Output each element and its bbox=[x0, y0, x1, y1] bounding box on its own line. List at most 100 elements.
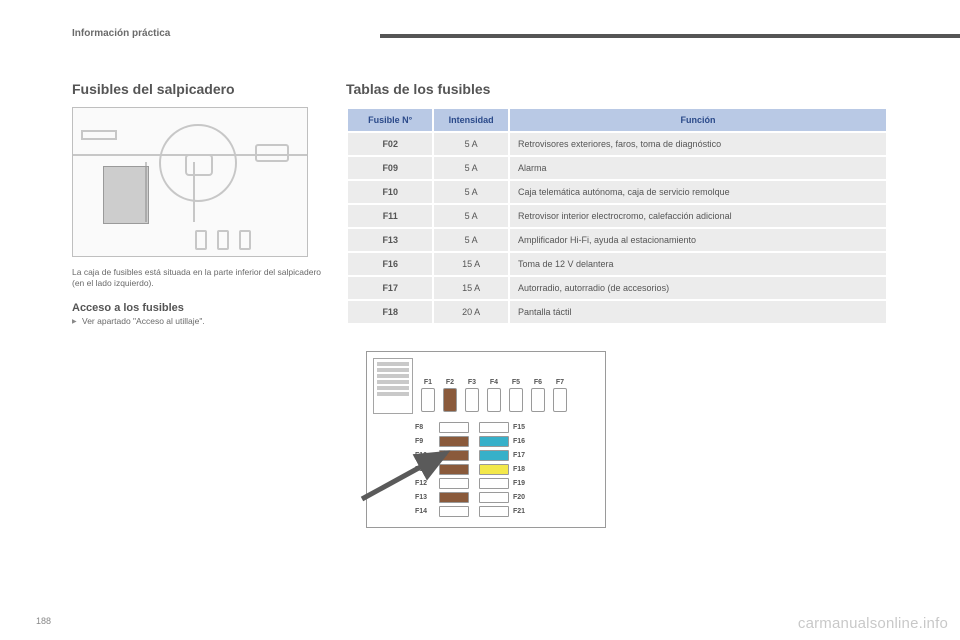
fuse-slot: F16 bbox=[479, 436, 533, 447]
fuse-slot: F20 bbox=[479, 492, 533, 503]
section-title-left: Fusibles del salpicadero bbox=[72, 81, 322, 97]
fuse-slot: F15 bbox=[479, 422, 533, 433]
cell-amp: 5 A bbox=[433, 204, 509, 228]
fuse-label: F15 bbox=[513, 424, 533, 431]
relay-block bbox=[373, 358, 413, 414]
fuse-slot: F6 bbox=[529, 379, 547, 412]
fuse-label: F20 bbox=[513, 494, 533, 501]
cell-amp: 5 A bbox=[433, 156, 509, 180]
fuse-diagram: F1F2F3F4F5F6F7 F8F9F10F11F12F13F14 F15F1… bbox=[366, 351, 666, 528]
watermark: carmanualsonline.info bbox=[798, 615, 948, 632]
fuse-slot: F9 bbox=[415, 436, 469, 447]
cell-amp: 5 A bbox=[433, 228, 509, 252]
fuse-label: F8 bbox=[415, 424, 435, 431]
fusebox-highlight bbox=[103, 166, 149, 224]
cell-amp: 15 A bbox=[433, 276, 509, 300]
fuse-icon bbox=[531, 388, 545, 412]
fuse-label: F6 bbox=[534, 379, 542, 386]
fuse-slot: F14 bbox=[415, 506, 469, 517]
fuse-slot: F3 bbox=[463, 379, 481, 412]
fuse-icon bbox=[509, 388, 523, 412]
fuse-icon bbox=[487, 388, 501, 412]
fuse-icon bbox=[479, 450, 509, 461]
cell-func: Alarma bbox=[509, 156, 887, 180]
fuse-label: F5 bbox=[512, 379, 520, 386]
fuse-slot: F18 bbox=[479, 464, 533, 475]
fuse-icon bbox=[479, 464, 509, 475]
fuse-label: F19 bbox=[513, 480, 533, 487]
fuse-slot: F4 bbox=[485, 379, 503, 412]
table-row: F1715 AAutorradio, autorradio (de acceso… bbox=[347, 276, 887, 300]
th-fuse: Fusible N° bbox=[347, 108, 433, 132]
left-column: ES Fusibles del salpicadero La caja de f… bbox=[72, 81, 322, 528]
fuse-icon bbox=[553, 388, 567, 412]
cell-func: Retrovisores exteriores, faros, toma de … bbox=[509, 132, 887, 156]
cell-fuse: F13 bbox=[347, 228, 433, 252]
table-row: F115 ARetrovisor interior electrocromo, … bbox=[347, 204, 887, 228]
cell-fuse: F09 bbox=[347, 156, 433, 180]
cell-amp: 5 A bbox=[433, 180, 509, 204]
fuse-icon bbox=[421, 388, 435, 412]
right-column: ES Tablas de los fusibles Fusible N° Int… bbox=[346, 81, 888, 528]
fuse-label: F7 bbox=[556, 379, 564, 386]
fuse-label: F16 bbox=[513, 438, 533, 445]
cell-fuse: F17 bbox=[347, 276, 433, 300]
cell-fuse: F02 bbox=[347, 132, 433, 156]
cell-amp: 20 A bbox=[433, 300, 509, 324]
fuse-label: F4 bbox=[490, 379, 498, 386]
fuse-label: F14 bbox=[415, 508, 435, 515]
fuse-slot: F19 bbox=[479, 478, 533, 489]
table-row: F1615 AToma de 12 V delantera bbox=[347, 252, 887, 276]
fuse-icon bbox=[443, 388, 457, 412]
fuse-icon bbox=[465, 388, 479, 412]
fuse-icon bbox=[479, 422, 509, 433]
fuse-icon bbox=[479, 506, 509, 517]
fuse-icon bbox=[439, 422, 469, 433]
illustration-caption: La caja de fusibles está situada en la p… bbox=[72, 267, 322, 290]
fuse-table: Fusible N° Intensidad Función F025 ARetr… bbox=[346, 107, 888, 325]
cell-amp: 5 A bbox=[433, 132, 509, 156]
fuse-label: F17 bbox=[513, 452, 533, 459]
page-number: 188 bbox=[36, 616, 51, 626]
fuse-label: F18 bbox=[513, 466, 533, 473]
cell-fuse: F18 bbox=[347, 300, 433, 324]
fuse-slot: F5 bbox=[507, 379, 525, 412]
table-row: F025 ARetrovisores exteriores, faros, to… bbox=[347, 132, 887, 156]
section-title-right: Tablas de los fusibles bbox=[346, 81, 888, 97]
table-row: F105 ACaja telemática autónoma, caja de … bbox=[347, 180, 887, 204]
dashboard-illustration bbox=[72, 107, 308, 257]
table-row: F095 AAlarma bbox=[347, 156, 887, 180]
fuse-icon bbox=[479, 492, 509, 503]
fuse-icon bbox=[439, 506, 469, 517]
subheading-access: Acceso a los fusibles bbox=[72, 302, 322, 314]
fuse-label: F3 bbox=[468, 379, 476, 386]
th-func: Función bbox=[509, 108, 887, 132]
fuse-label: F9 bbox=[415, 438, 435, 445]
bullet-access: Ver apartado "Acceso al utillaje". bbox=[72, 316, 322, 326]
cell-func: Pantalla táctil bbox=[509, 300, 887, 324]
fuse-icon bbox=[479, 436, 509, 447]
fuse-icon bbox=[439, 436, 469, 447]
header-rule bbox=[380, 34, 960, 38]
fuse-label: F1 bbox=[424, 379, 432, 386]
fuse-slot: F8 bbox=[415, 422, 469, 433]
cell-func: Amplificador Hi-Fi, ayuda al estacionami… bbox=[509, 228, 887, 252]
fuse-label: F2 bbox=[446, 379, 454, 386]
fuse-slot: F7 bbox=[551, 379, 569, 412]
cell-func: Autorradio, autorradio (de accesorios) bbox=[509, 276, 887, 300]
table-row: F1820 APantalla táctil bbox=[347, 300, 887, 324]
fuse-slot: F21 bbox=[479, 506, 533, 517]
cell-fuse: F11 bbox=[347, 204, 433, 228]
th-amp: Intensidad bbox=[433, 108, 509, 132]
cell-func: Caja telemática autónoma, caja de servic… bbox=[509, 180, 887, 204]
cell-func: Retrovisor interior electrocromo, calefa… bbox=[509, 204, 887, 228]
fuse-slot: F17 bbox=[479, 450, 533, 461]
cell-amp: 15 A bbox=[433, 252, 509, 276]
fuse-label: F21 bbox=[513, 508, 533, 515]
table-row: F135 AAmplificador Hi-Fi, ayuda al estac… bbox=[347, 228, 887, 252]
cell-func: Toma de 12 V delantera bbox=[509, 252, 887, 276]
cell-fuse: F10 bbox=[347, 180, 433, 204]
fuse-icon bbox=[479, 478, 509, 489]
fuse-slot: F1 bbox=[419, 379, 437, 412]
fuse-slot: F2 bbox=[441, 379, 459, 412]
